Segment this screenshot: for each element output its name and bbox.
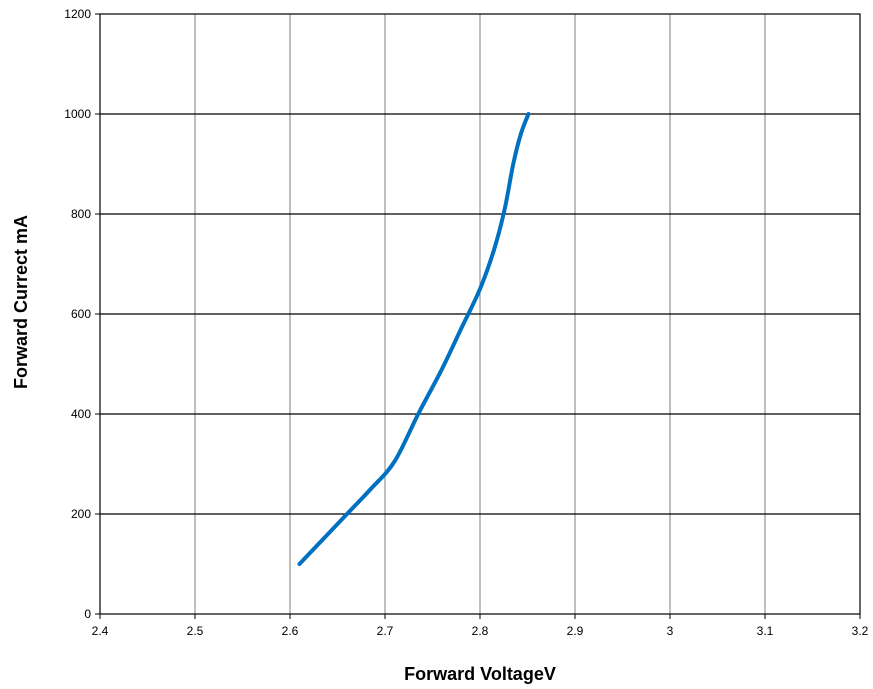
y-tick-label: 800 bbox=[71, 207, 91, 221]
x-tick-label: 2.6 bbox=[282, 624, 299, 638]
x-tick-label: 2.9 bbox=[567, 624, 584, 638]
series-layer bbox=[297, 112, 531, 566]
y-tick-label: 400 bbox=[71, 407, 91, 421]
y-tick-label: 200 bbox=[71, 507, 91, 521]
x-axis: 2.4 2.5 2.6 2.7 2.8 2.9 3 3.1 3.2 bbox=[92, 614, 869, 638]
x-axis-title: Forward VoltageV bbox=[404, 664, 556, 684]
x-tick-label: 2.5 bbox=[187, 624, 204, 638]
y-tick-label: 1200 bbox=[64, 7, 91, 21]
y-tick-label: 0 bbox=[84, 607, 91, 621]
y-tick-label: 600 bbox=[71, 307, 91, 321]
grid bbox=[100, 14, 860, 614]
x-tick-label: 3.1 bbox=[757, 624, 774, 638]
y-axis: 0 200 400 600 800 1000 1200 bbox=[64, 7, 100, 621]
x-tick-label: 3.2 bbox=[852, 624, 869, 638]
x-tick-label: 3 bbox=[667, 624, 674, 638]
series-line bbox=[297, 112, 531, 566]
y-axis-title: Forward Currect mA bbox=[11, 215, 31, 389]
x-tick-label: 2.7 bbox=[377, 624, 394, 638]
x-tick-label: 2.4 bbox=[92, 624, 109, 638]
x-tick-label: 2.8 bbox=[472, 624, 489, 638]
y-tick-label: 1000 bbox=[64, 107, 91, 121]
